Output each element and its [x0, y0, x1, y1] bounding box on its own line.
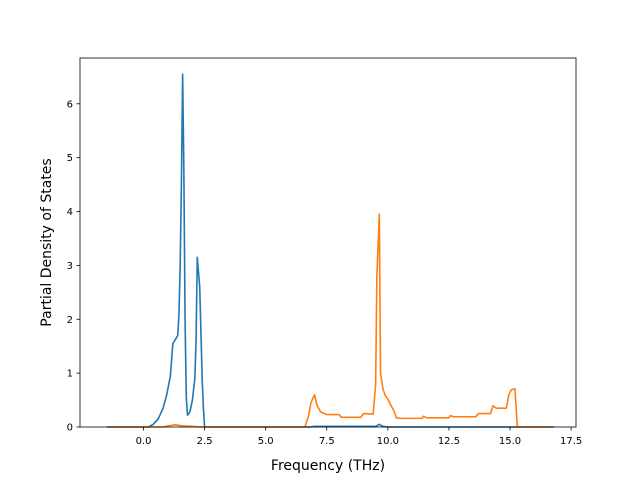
y-tick-label: 0 [67, 423, 73, 434]
x-tick-label: 15.0 [499, 436, 521, 447]
x-tick-label: 0.0 [136, 436, 152, 447]
x-tick-label: 10.0 [377, 436, 399, 447]
y-tick-label: 6 [67, 99, 73, 110]
x-tick-label: 5.0 [258, 436, 274, 447]
series-lines [106, 73, 555, 428]
plot-area-frame [79, 57, 577, 428]
series-line-2 [106, 213, 552, 428]
x-axis-ticks: 0.0 2.5 5.0 7.5 10.0 12.5 15.0 17.5 [136, 427, 582, 447]
x-tick-label: 12.5 [438, 436, 460, 447]
y-tick-label: 4 [67, 207, 73, 218]
y-tick-label: 5 [67, 153, 73, 164]
x-axis-label: Frequency (THz) [271, 458, 385, 474]
series-line-1 [106, 73, 555, 428]
y-tick-label: 3 [67, 261, 73, 272]
x-tick-label: 7.5 [319, 436, 335, 447]
y-axis-ticks: 0 1 2 3 4 5 6 [67, 99, 80, 434]
x-tick-label: 17.5 [560, 436, 582, 447]
y-tick-label: 2 [67, 315, 73, 326]
y-tick-label: 1 [67, 369, 73, 380]
y-axis-label: Partial Density of States [39, 158, 55, 326]
x-tick-label: 2.5 [197, 436, 213, 447]
